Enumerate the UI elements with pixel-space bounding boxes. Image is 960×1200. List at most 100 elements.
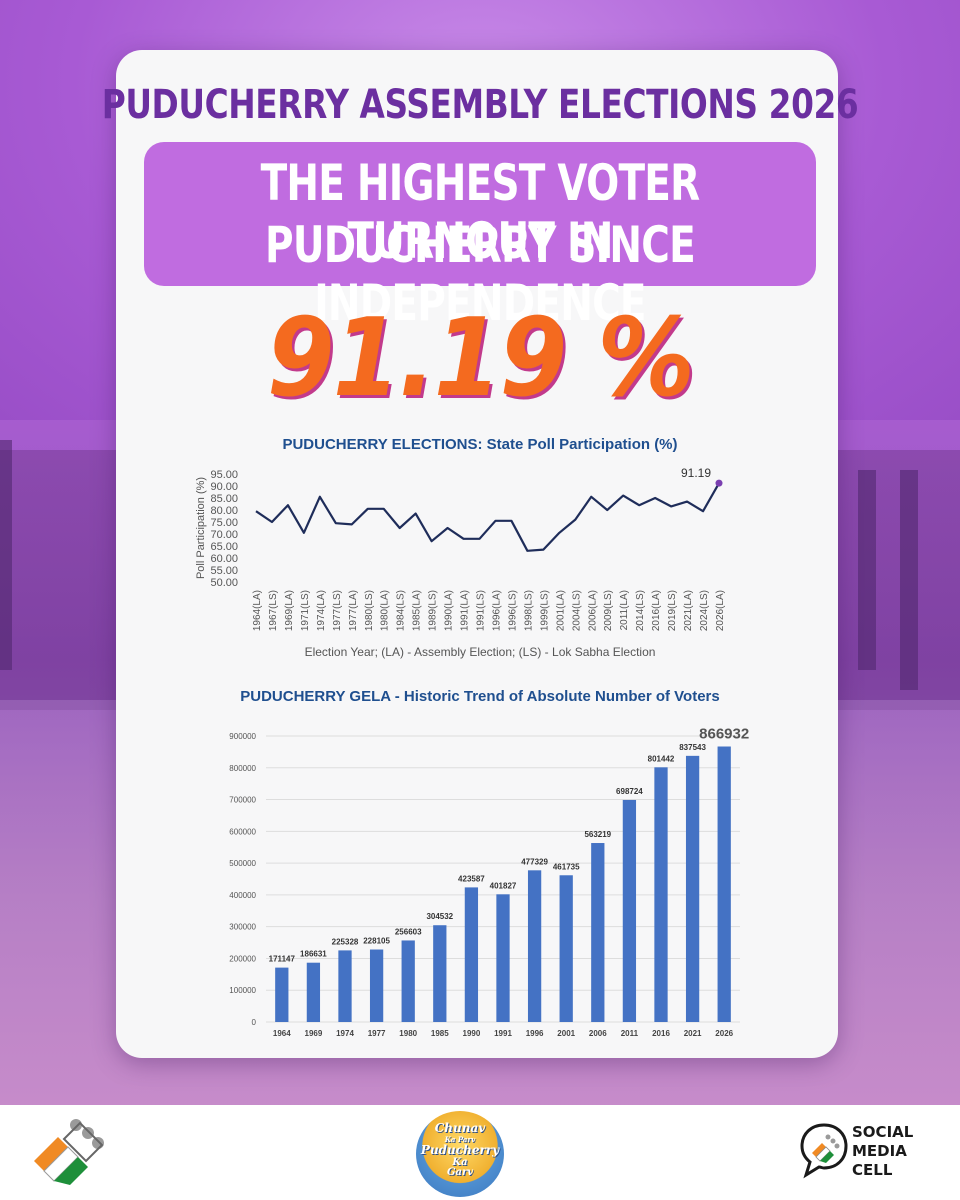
- line-chart-y-tick: 85.00: [210, 493, 238, 505]
- bar-chart-bar: [433, 925, 447, 1022]
- line-chart-x-tick: 2011(LA): [619, 590, 630, 630]
- background-pier-post: [900, 470, 918, 690]
- banner-line-1: THE HIGHEST VOTER TURNOUT IN: [260, 154, 701, 270]
- line-chart-x-tick: 2001(LA): [555, 590, 566, 631]
- absolute-voters-bar-chart: 0 100000 200000 300000 400000 500000 600000 700…: [229, 726, 749, 1038]
- line-chart-y-tick: 50.00: [210, 577, 238, 589]
- bar-chart-bar: [306, 962, 321, 1022]
- bar-chart-bar: [685, 755, 700, 1022]
- line-chart-title: PUDUCHERRY ELECTIONS: State Poll Partici…: [282, 436, 678, 453]
- line-chart-annotation: 91.19: [681, 466, 711, 480]
- social-media-cell-line-3: CELL: [852, 1161, 893, 1179]
- line-chart-y-tick: 55.00: [210, 565, 238, 577]
- line-chart-x-tick: 2021(LA): [683, 590, 694, 631]
- line-chart-x-tick: 1977(LS): [332, 590, 343, 631]
- bar-chart-x-tick: 1964: [273, 1029, 291, 1038]
- bar-chart-bar: [654, 767, 668, 1022]
- turnout-percentage: 91.19 %: [266, 296, 695, 421]
- bar-chart-bar: [717, 746, 731, 1022]
- line-chart-x-tick: 2009(LS): [603, 590, 614, 631]
- bar-chart-bar: [496, 894, 510, 1022]
- chat-bubble-ballot-icon: [800, 1123, 848, 1179]
- poll-participation-line-chart: 50.0055.0060.0065.0070.0075.0080.0085.00…: [195, 466, 726, 659]
- line-chart-x-tick: 1996(LS): [507, 590, 518, 631]
- badge-line-4: Ka: [452, 1157, 468, 1168]
- bar-chart-data-label: 698724: [616, 787, 643, 796]
- line-chart-x-tick: 1990(LA): [444, 590, 455, 631]
- bar-chart-bar: [527, 870, 542, 1022]
- bar-chart-bar: [559, 875, 573, 1022]
- bar-chart-data-label: 837543: [679, 743, 706, 752]
- bar-chart-y-tick: 600000: [229, 827, 256, 836]
- bar-chart-x-tick: 1991: [494, 1029, 512, 1038]
- line-chart-y-tick: 80.00: [210, 505, 238, 517]
- line-chart-x-tick: 1991(LA): [460, 590, 471, 631]
- badge-line-1: Chunav: [434, 1121, 486, 1135]
- line-chart-y-tick: 70.00: [210, 529, 238, 541]
- background-pier-post: [858, 470, 876, 670]
- bar-chart-data-label: 225328: [332, 937, 359, 946]
- bar-chart-y-tick: 0: [252, 1018, 257, 1027]
- bar-chart-bar: [591, 843, 605, 1022]
- bar-chart-bar: [622, 799, 637, 1022]
- bar-chart-data-label: 801442: [648, 754, 675, 763]
- bar-chart-x-tick: 1977: [368, 1029, 386, 1038]
- line-chart-x-tick: 1991(LS): [476, 590, 487, 631]
- bar-chart-bar: [275, 967, 289, 1022]
- badge-line-5: Garv: [446, 1167, 474, 1178]
- line-chart-x-tick: 1999(LS): [539, 590, 550, 631]
- line-chart-x-tick: 2026(LA): [715, 590, 726, 631]
- social-media-cell-line-2: MEDIA: [852, 1142, 907, 1160]
- line-chart-x-tick: 2019(LS): [667, 590, 678, 631]
- bar-chart-y-tick: 300000: [229, 923, 256, 932]
- social-media-cell-logo: SOCIAL MEDIA CELL: [800, 1119, 940, 1187]
- line-chart-x-tick: 1971(LS): [300, 590, 311, 631]
- bar-chart-x-tick: 1996: [526, 1029, 544, 1038]
- bar-chart-y-tick: 200000: [229, 954, 256, 963]
- line-chart-x-tick: 1964(LA): [252, 590, 263, 631]
- bar-chart-data-label: 171147: [269, 955, 296, 964]
- headline-banner: THE HIGHEST VOTER TURNOUT IN PUDUCHERRY …: [144, 142, 816, 332]
- bar-chart-x-tick: 1974: [336, 1029, 354, 1038]
- bar-chart-y-tick: 900000: [229, 732, 256, 741]
- eci-ballot-logo-icon: [34, 1119, 104, 1185]
- background-pier-post: [0, 440, 12, 670]
- line-chart-x-tick: 2004(LS): [571, 590, 582, 631]
- bar-chart-y-tick: 100000: [229, 986, 256, 995]
- bar-chart-data-label: 866932: [699, 726, 749, 743]
- bar-chart-y-tick: 400000: [229, 891, 256, 900]
- line-chart-x-tick: 1980(LS): [364, 590, 375, 631]
- line-chart-x-tick: 2016(LA): [651, 590, 662, 631]
- bar-chart-x-tick: 1980: [399, 1029, 417, 1038]
- bar-chart-x-tick: 1969: [305, 1029, 323, 1038]
- line-chart-x-tick: 1996(LA): [491, 590, 502, 631]
- bar-chart-bar: [338, 950, 352, 1022]
- bar-chart-title: PUDUCHERRY GELA - Historic Trend of Abso…: [240, 688, 720, 705]
- bar-chart-data-label: 186631: [300, 950, 327, 959]
- bar-chart-x-tick: 2026: [715, 1029, 733, 1038]
- bar-chart-bar: [369, 949, 384, 1022]
- bar-chart-x-tick: 2006: [589, 1029, 607, 1038]
- line-chart-y-tick: 90.00: [210, 481, 238, 493]
- bar-chart-bar: [401, 940, 415, 1022]
- line-chart-x-tick: 2024(LS): [699, 590, 710, 631]
- bar-chart-y-tick: 700000: [229, 796, 256, 805]
- banner-line-2: PUDUCHERRY SINCE INDEPENDENCE: [265, 216, 696, 332]
- line-chart-y-tick: 75.00: [210, 517, 238, 529]
- bar-chart-x-tick: 1990: [463, 1029, 481, 1038]
- footer-bar: Chunav Ka Parv Puducherry Ka Garv SOCIAL…: [0, 1105, 960, 1200]
- line-chart-x-tick: 1977(LA): [348, 590, 359, 631]
- bar-chart-data-label: 461735: [553, 862, 580, 871]
- line-chart-series-line: [255, 482, 720, 552]
- bar-chart-x-tick: 2016: [652, 1029, 670, 1038]
- line-chart-x-axis-label: Election Year; (LA) - Assembly Election;…: [305, 645, 656, 659]
- bar-chart-bar: [464, 887, 479, 1022]
- line-chart-point: [715, 479, 723, 487]
- page-title: PUDUCHERRY ASSEMBLY ELECTIONS 2026: [101, 82, 859, 128]
- line-chart-x-tick: 2006(LA): [587, 590, 598, 631]
- line-chart-x-tick: 1967(LS): [268, 590, 279, 631]
- line-chart-x-tick: 1969(LA): [284, 590, 295, 631]
- bar-chart-x-tick: 1985: [431, 1029, 449, 1038]
- line-chart-x-tick: 1984(LS): [396, 590, 407, 631]
- line-chart-x-tick: 1985(LA): [412, 590, 423, 631]
